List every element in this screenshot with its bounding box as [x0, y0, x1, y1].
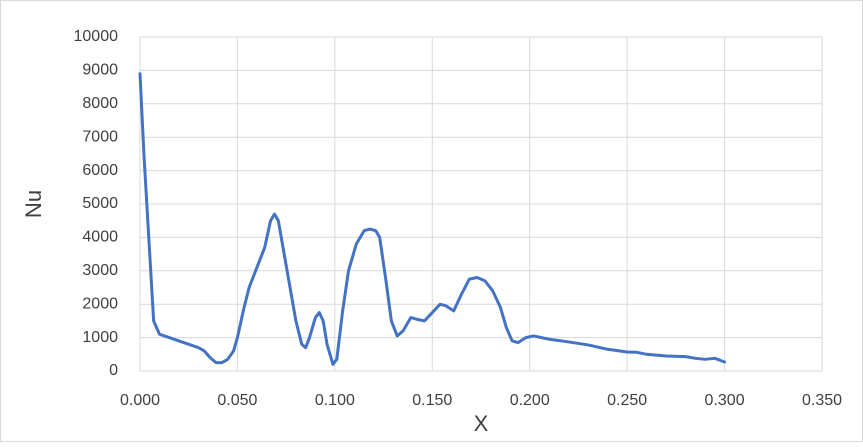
y-tick-label: 3000 [82, 262, 118, 279]
y-tick-label: 6000 [82, 162, 118, 179]
x-tick-label: 0.200 [510, 392, 550, 409]
y-tick-label: 9000 [82, 62, 118, 79]
y-tick-label: 5000 [82, 195, 118, 212]
x-tick-label: 0.350 [802, 392, 842, 409]
y-tick-label: 7000 [82, 128, 118, 145]
y-tick-label: 0 [109, 362, 118, 379]
data-line [138, 72, 727, 366]
x-tick-label: 0.000 [120, 392, 160, 409]
y-tick-label: 2000 [82, 295, 118, 312]
y-tick-label: 8000 [82, 95, 118, 112]
x-tick-label: 0.250 [607, 392, 647, 409]
x-tick-label: 0.050 [217, 392, 257, 409]
x-tick-label: 0.150 [412, 392, 452, 409]
x-axis-title: X [474, 411, 489, 436]
y-tick-label: 1000 [82, 329, 118, 346]
y-tick-label: 4000 [82, 229, 118, 246]
y-axis-title: Nu [21, 190, 46, 218]
y-tick-label: 10000 [74, 28, 119, 45]
x-tick-label: 0.100 [315, 392, 355, 409]
x-tick-label: 0.300 [705, 392, 745, 409]
